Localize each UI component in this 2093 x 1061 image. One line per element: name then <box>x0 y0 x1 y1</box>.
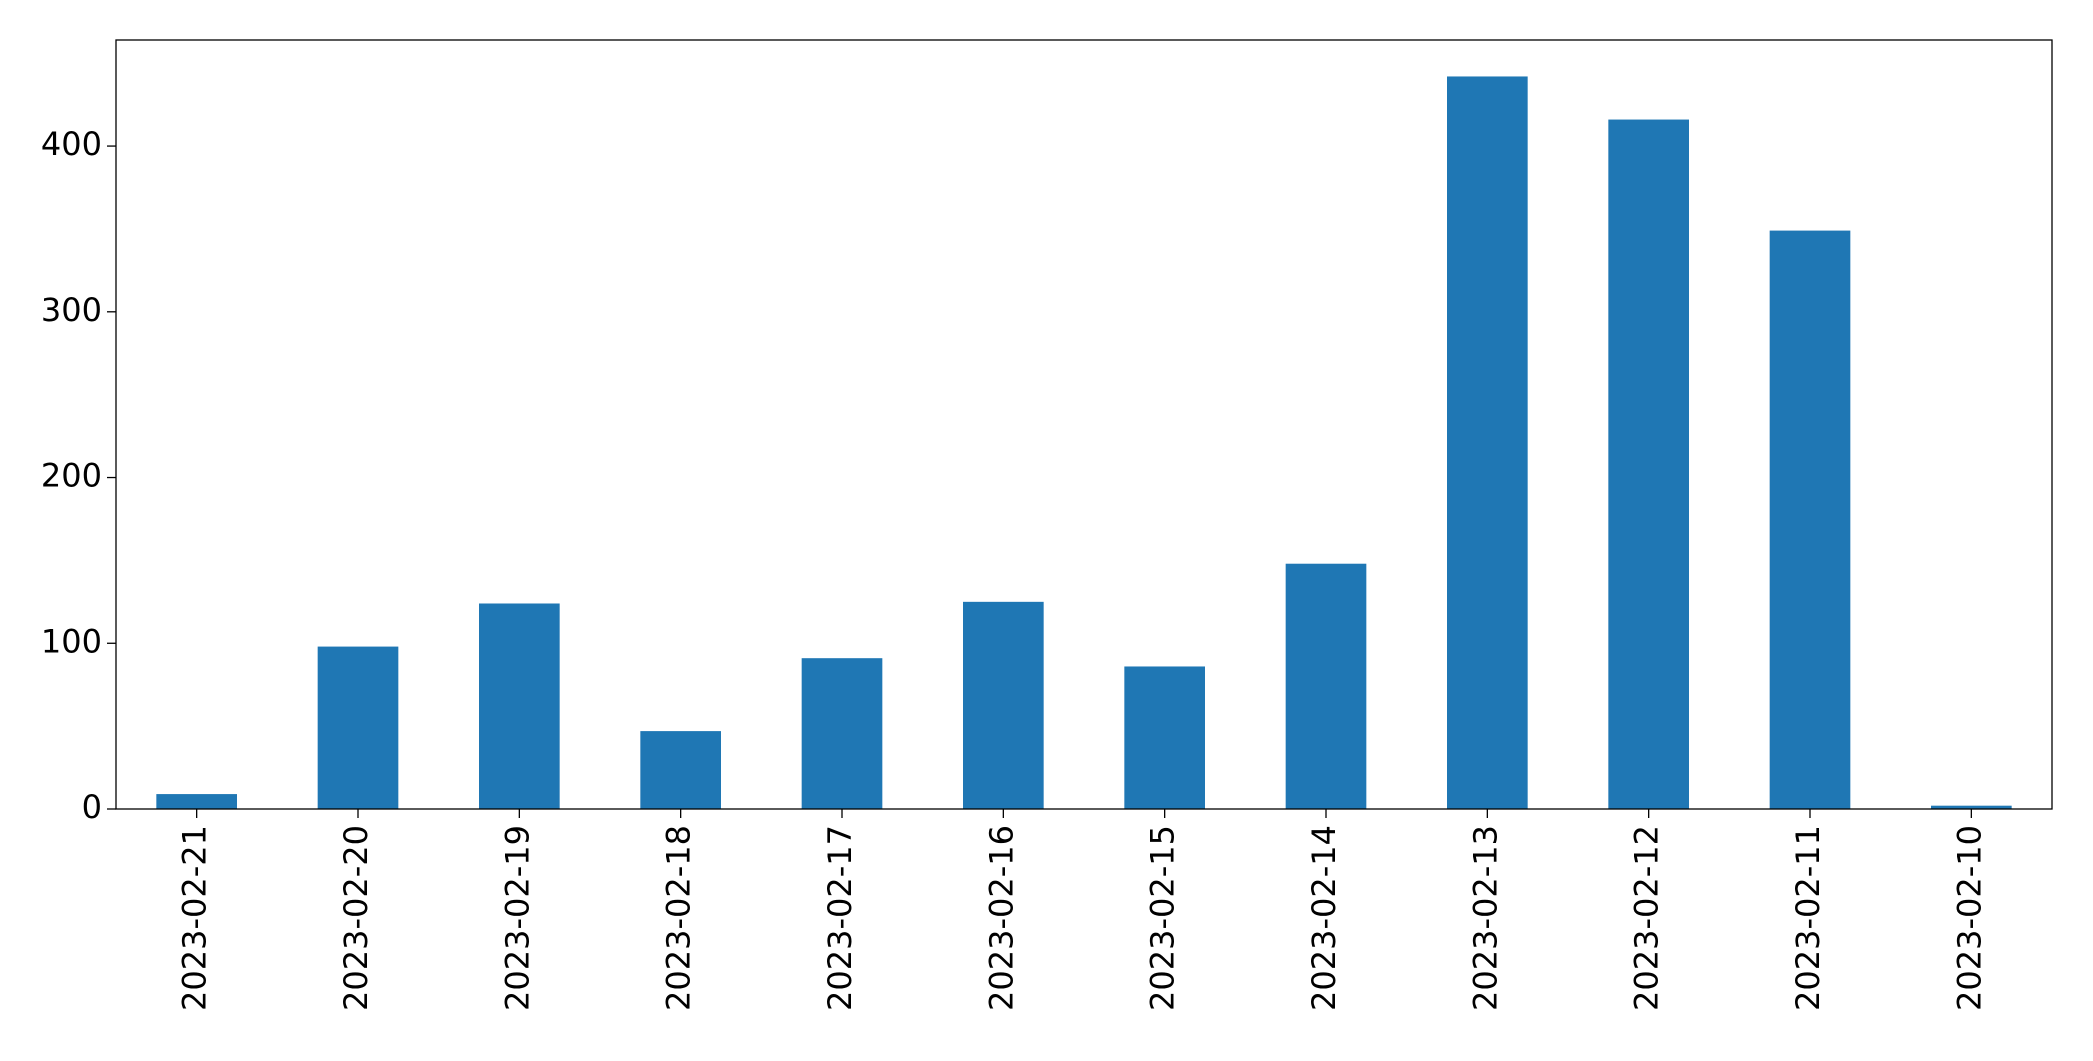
x-tick-label: 2023-02-15 <box>1144 825 1182 1011</box>
x-tick-label: 2023-02-13 <box>1466 825 1504 1011</box>
bar <box>963 601 1044 809</box>
bar <box>640 731 721 809</box>
bar <box>1931 805 2012 809</box>
x-tick-label: 2023-02-16 <box>982 825 1020 1011</box>
x-tick-label: 2023-02-12 <box>1628 825 1666 1011</box>
bar <box>1447 76 1528 810</box>
bar <box>1285 563 1367 809</box>
x-tick-label: 2023-02-17 <box>821 825 859 1011</box>
x-tick-label: 2023-02-19 <box>498 825 536 1011</box>
y-tick-label: 100 <box>41 622 102 660</box>
x-tick-label: 2023-02-10 <box>1950 825 1988 1011</box>
bar <box>1608 119 1689 809</box>
bar <box>801 658 883 809</box>
plot-frame <box>115 39 2053 810</box>
x-tick-label: 2023-02-11 <box>1789 825 1827 1011</box>
bar <box>317 646 399 809</box>
bar <box>1769 230 1851 810</box>
y-tick-label: 0 <box>82 788 102 826</box>
x-tick-label: 2023-02-18 <box>660 825 698 1011</box>
bar <box>479 603 560 809</box>
bar <box>156 794 237 809</box>
y-tick-label: 300 <box>41 291 102 329</box>
y-tick-label: 400 <box>41 125 102 163</box>
x-tick-label: 2023-02-21 <box>176 825 214 1011</box>
bar <box>1124 666 1205 809</box>
x-tick-label: 2023-02-20 <box>337 825 375 1011</box>
y-tick-label: 200 <box>41 457 102 495</box>
x-tick-label: 2023-02-14 <box>1305 825 1343 1011</box>
